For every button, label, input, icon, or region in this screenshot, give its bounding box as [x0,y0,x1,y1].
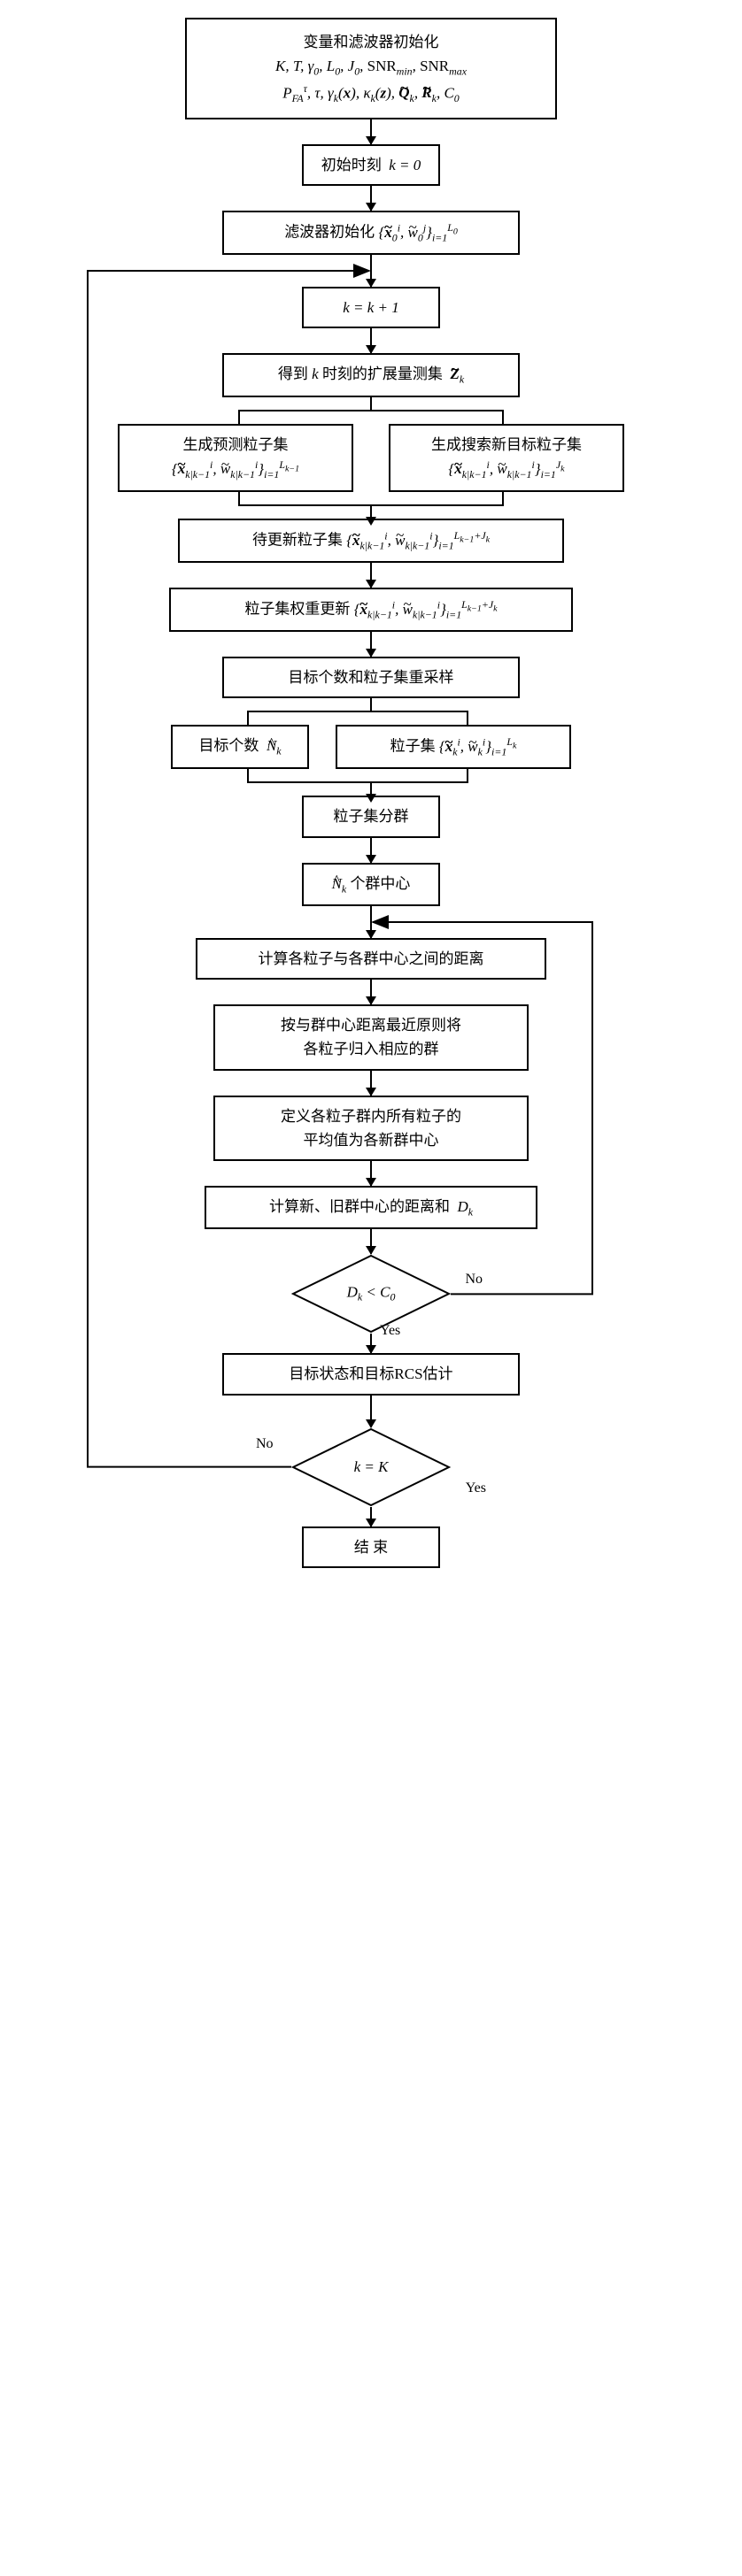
meas-pre: 得到 [278,365,308,382]
node-increment: k = k + 1 [302,287,440,328]
arrow [370,980,372,1004]
arrow [370,255,372,287]
node-init: 变量和滤波器初始化 K, T, γ0, L0, J0, SNRmin, SNRm… [185,18,557,119]
node-end: 结 束 [302,1526,440,1568]
node-meas: 得到 k 时刻的扩展量测集 Zk [222,353,520,396]
arrow [370,906,372,938]
node-search: 生成搜索新目标粒子集 {xk|k−1i, wk|k−1i}i=1Jk [389,424,624,492]
estimate-text: 目标状态和目标RCS估计 [289,1365,452,1382]
node-weight-update: 粒子集权重更新 {xk|k−1i, wk|k−1i}i=1Lk−1+Jk [169,588,573,632]
distsum-text: 计算新、旧群中心的距离和 [269,1198,450,1215]
decision-dk: Dk < C0 No Yes [291,1254,451,1334]
split-predict-search: 生成预测粒子集 {xk|k−1i, wk|k−1i}i=1Lk−1 生成搜索新目… [123,424,619,492]
resample-text: 目标个数和粒子集重采样 [289,669,454,686]
arrow [370,1396,372,1427]
cluster-text: 粒子集分群 [334,808,409,825]
node-assign: 按与群中心距离最近原则将 各粒子归入相应的群 [213,1004,529,1070]
arrow [370,563,372,588]
node-predict: 生成预测粒子集 {xk|k−1i, wk|k−1i}i=1Lk−1 [118,424,353,492]
end-text: 结 束 [354,1539,388,1556]
label-yes: Yes [380,1323,400,1339]
pending-math: {xk|k−1i, wk|k−1i}i=1Lk−1+Jk [346,532,490,549]
weight-math: {xk|k−1i, wk|k−1i}i=1Lk−1+Jk [354,601,498,618]
t0-text: 初始时刻 [321,157,382,173]
dk-cond: Dk < C0 [347,1284,396,1304]
arrow [370,119,372,144]
pset-math: {xki, wki}i=1Lk [439,738,516,755]
arrow [370,1334,372,1353]
arrow [370,1229,372,1254]
pred-math: {xk|k−1i, wk|k−1i}i=1Lk−1 [134,457,337,483]
assign-l1: 按与群中心距离最近原则将 [229,1013,513,1037]
search-math: {xk|k−1i, wk|k−1i}i=1Jk [405,457,608,483]
node-target-count: 目标个数 Nk [171,725,309,768]
decision-k: k = K No Yes [291,1427,451,1507]
inc-math: k = k + 1 [343,299,399,316]
arrow [370,1161,372,1186]
arrow [370,632,372,657]
filt-init-math: {x0i, w0j}i=1L0 [378,224,457,241]
node-particle-set: 粒子集 {xki, wki}i=1Lk [336,725,571,769]
meas-mid: 时刻的扩展量测集 [322,365,443,382]
nc-l1: 定义各粒子群内所有粒子的 [229,1104,513,1128]
search-text: 生成搜索新目标粒子集 [405,433,608,457]
filt-init-text: 滤波器初始化 [284,224,375,241]
node-distance: 计算各粒子与各群中心之间的距离 [196,938,546,980]
centers-text: 个群中心 [350,875,410,892]
node-new-center: 定义各粒子群内所有粒子的 平均值为各新群中心 [213,1096,529,1161]
pending-text: 待更新粒子集 [252,532,343,549]
arrow [370,328,372,353]
init-title: 变量和滤波器初始化 [203,30,539,54]
arrow [370,1507,372,1526]
node-centers: Nk 个群中心 [302,863,440,906]
node-estimate: 目标状态和目标RCS估计 [222,1353,520,1395]
label-no: No [465,1272,483,1288]
node-distance-sum: 计算新、旧群中心的距离和 Dk [205,1186,537,1229]
arrow [370,838,372,863]
arrow [370,1071,372,1096]
k-cond: k = K [354,1458,389,1476]
init-math1: K, T, γ0, L0, J0, SNRmin, SNRmax [203,54,539,80]
node-resample: 目标个数和粒子集重采样 [222,657,520,698]
dist-text: 计算各粒子与各群中心之间的距离 [259,950,484,967]
split-count-pset: 目标个数 Nk 粒子集 {xki, wki}i=1Lk [150,725,592,769]
pred-text: 生成预测粒子集 [134,433,337,457]
count-text: 目标个数 [198,737,259,754]
label-yes: Yes [466,1480,486,1496]
node-filter-init: 滤波器初始化 {x0i, w0j}i=1L0 [222,211,520,255]
init-math2: PFAτ, τ, γk(x), κk(z), Qk, Rk, C0 [203,81,539,107]
weight-text: 粒子集权重更新 [244,601,350,618]
pset-text: 粒子集 [390,738,436,755]
nc-l2: 平均值为各新群中心 [229,1128,513,1152]
label-no: No [256,1436,274,1452]
node-t0: 初始时刻 k = 0 [302,144,440,186]
t0-math: k = 0 [385,157,421,173]
assign-l2: 各粒子归入相应的群 [229,1037,513,1061]
arrow [370,186,372,211]
